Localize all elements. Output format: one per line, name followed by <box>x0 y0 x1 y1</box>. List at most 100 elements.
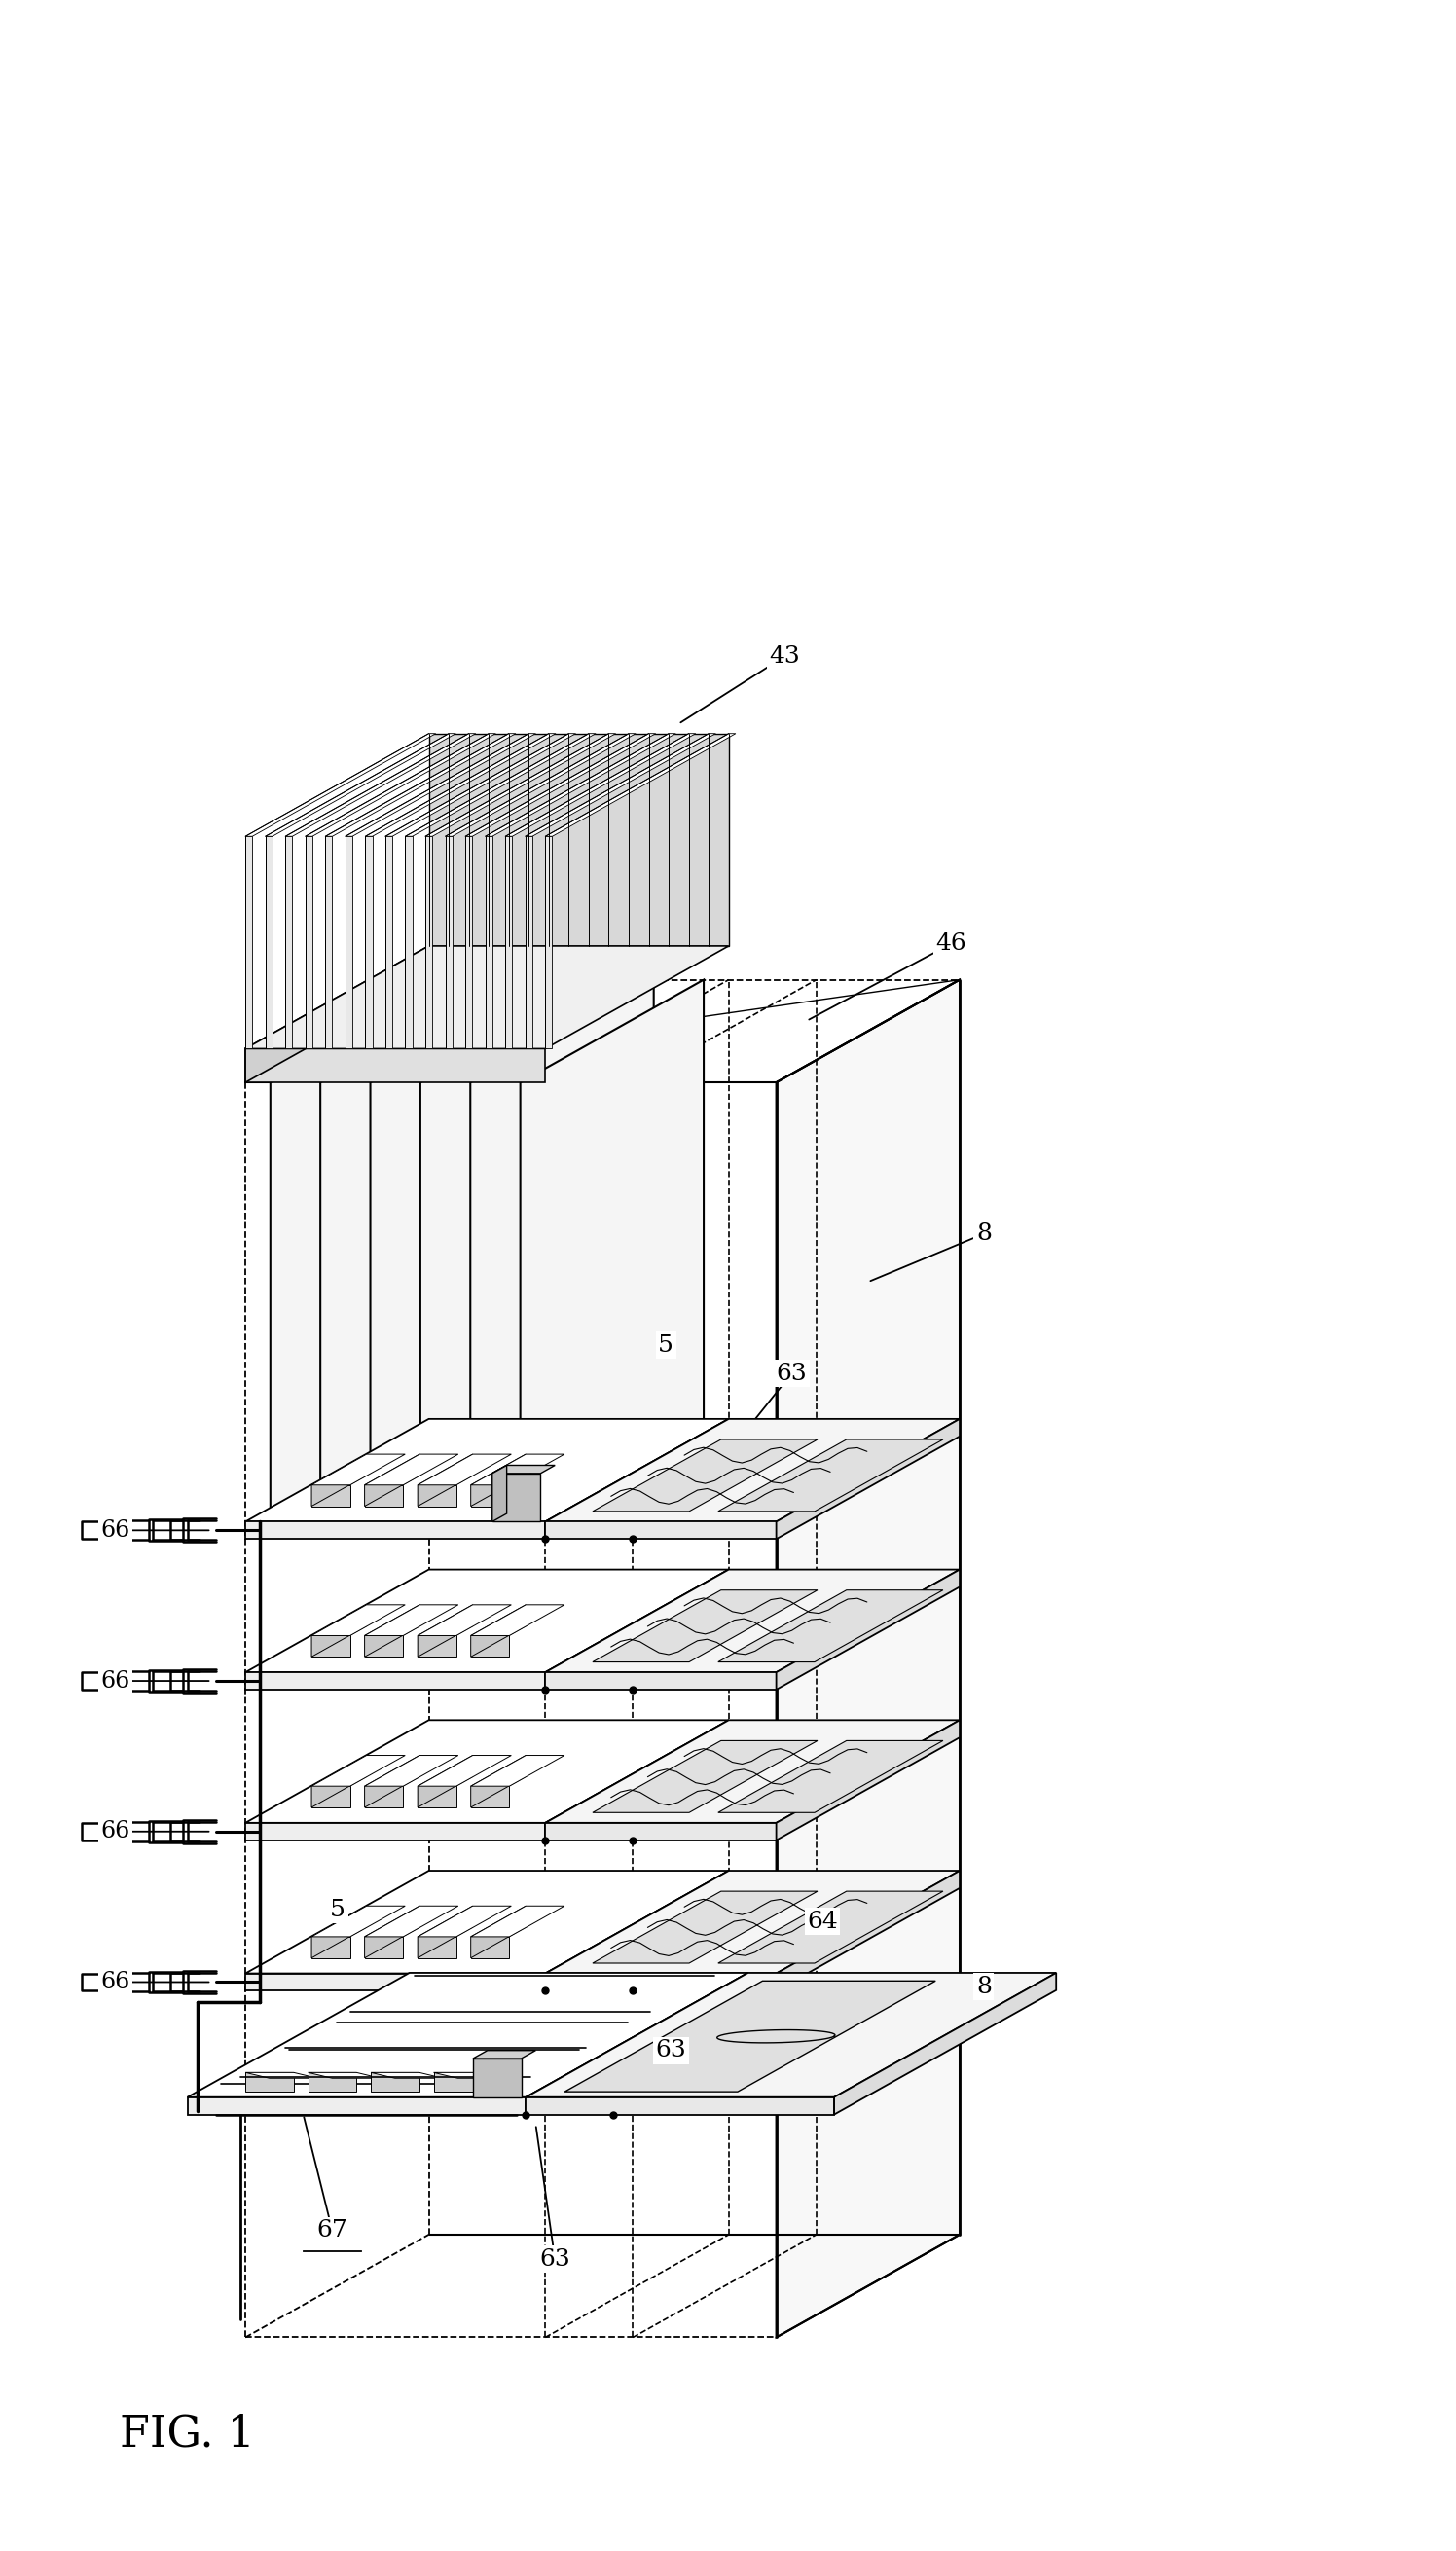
Polygon shape <box>418 1906 511 1936</box>
Polygon shape <box>265 837 272 1048</box>
Polygon shape <box>364 1605 459 1635</box>
Polygon shape <box>246 837 252 1048</box>
Polygon shape <box>365 837 373 1048</box>
Polygon shape <box>246 1824 546 1839</box>
Polygon shape <box>776 1719 960 1839</box>
Polygon shape <box>546 1870 728 1990</box>
Polygon shape <box>365 735 556 837</box>
Polygon shape <box>325 735 515 837</box>
Polygon shape <box>718 1890 943 1964</box>
Polygon shape <box>246 1048 546 1082</box>
Polygon shape <box>546 1569 960 1673</box>
Polygon shape <box>312 1605 367 1656</box>
Polygon shape <box>834 1972 1056 2115</box>
Polygon shape <box>386 735 575 837</box>
Polygon shape <box>246 1974 546 1990</box>
Polygon shape <box>470 1755 565 1786</box>
Polygon shape <box>246 1719 728 1824</box>
Text: 66: 66 <box>100 1520 130 1541</box>
Text: 5: 5 <box>658 1334 674 1357</box>
Polygon shape <box>546 1719 728 1839</box>
Polygon shape <box>593 1740 817 1814</box>
Polygon shape <box>485 837 492 1048</box>
Polygon shape <box>309 2071 357 2092</box>
Text: 63: 63 <box>776 1362 807 1385</box>
Polygon shape <box>325 837 332 1048</box>
Polygon shape <box>188 1972 748 2097</box>
Polygon shape <box>492 1464 555 1474</box>
Polygon shape <box>246 2071 317 2079</box>
Text: 46: 46 <box>936 934 967 954</box>
Polygon shape <box>312 1906 405 1936</box>
Polygon shape <box>718 1439 943 1510</box>
Polygon shape <box>188 2097 526 2115</box>
Polygon shape <box>418 1786 456 1809</box>
Polygon shape <box>320 980 504 1520</box>
Polygon shape <box>418 1936 456 1959</box>
Polygon shape <box>718 1740 943 1814</box>
Polygon shape <box>345 837 352 1048</box>
Text: FIG. 1: FIG. 1 <box>119 2413 255 2454</box>
Polygon shape <box>386 837 392 1048</box>
Polygon shape <box>312 1906 367 1959</box>
Polygon shape <box>546 1418 960 1520</box>
Polygon shape <box>526 2097 834 2115</box>
Polygon shape <box>405 735 596 837</box>
Polygon shape <box>473 2051 536 2059</box>
Polygon shape <box>418 1485 456 1505</box>
Polygon shape <box>470 1605 565 1635</box>
Text: 66: 66 <box>100 1671 130 1691</box>
Polygon shape <box>306 735 495 837</box>
Polygon shape <box>470 1454 565 1485</box>
Polygon shape <box>418 1605 473 1656</box>
Polygon shape <box>312 1755 405 1786</box>
Polygon shape <box>312 1786 349 1809</box>
Polygon shape <box>776 1569 960 1689</box>
Polygon shape <box>776 980 960 2337</box>
Polygon shape <box>246 946 728 1048</box>
Polygon shape <box>364 1635 403 1656</box>
Polygon shape <box>526 1972 1056 2097</box>
Polygon shape <box>434 2071 482 2092</box>
Polygon shape <box>546 1569 728 1689</box>
Text: 8: 8 <box>976 1974 992 1997</box>
Polygon shape <box>418 1755 511 1786</box>
Text: 5: 5 <box>331 1898 345 1921</box>
Polygon shape <box>364 1454 419 1505</box>
Polygon shape <box>246 1520 546 1538</box>
Polygon shape <box>470 1454 526 1505</box>
Polygon shape <box>718 1589 943 1661</box>
Polygon shape <box>520 980 703 1520</box>
Polygon shape <box>546 1520 776 1538</box>
Polygon shape <box>271 980 454 1520</box>
Polygon shape <box>418 1635 456 1656</box>
Polygon shape <box>446 837 453 1048</box>
Text: 8: 8 <box>976 1222 992 1245</box>
Polygon shape <box>421 980 604 1520</box>
Polygon shape <box>364 1755 459 1786</box>
Polygon shape <box>593 1589 817 1661</box>
Polygon shape <box>285 837 293 1048</box>
Polygon shape <box>312 1755 367 1809</box>
Polygon shape <box>526 837 533 1048</box>
Polygon shape <box>345 735 536 837</box>
Polygon shape <box>492 1464 507 1520</box>
Polygon shape <box>312 1485 349 1505</box>
Polygon shape <box>546 1974 776 1990</box>
Polygon shape <box>312 1605 405 1635</box>
Polygon shape <box>466 837 472 1048</box>
Polygon shape <box>546 1719 960 1824</box>
Polygon shape <box>370 980 553 1520</box>
Polygon shape <box>546 837 552 1048</box>
Polygon shape <box>246 2071 294 2092</box>
Polygon shape <box>470 1755 526 1809</box>
Polygon shape <box>526 1972 748 2115</box>
Polygon shape <box>593 1890 817 1964</box>
Polygon shape <box>312 1936 349 1959</box>
Polygon shape <box>470 1936 510 1959</box>
Polygon shape <box>312 1454 405 1485</box>
Text: 63: 63 <box>540 2247 571 2270</box>
Polygon shape <box>470 1906 526 1959</box>
Polygon shape <box>470 1906 565 1936</box>
Polygon shape <box>470 1485 510 1505</box>
